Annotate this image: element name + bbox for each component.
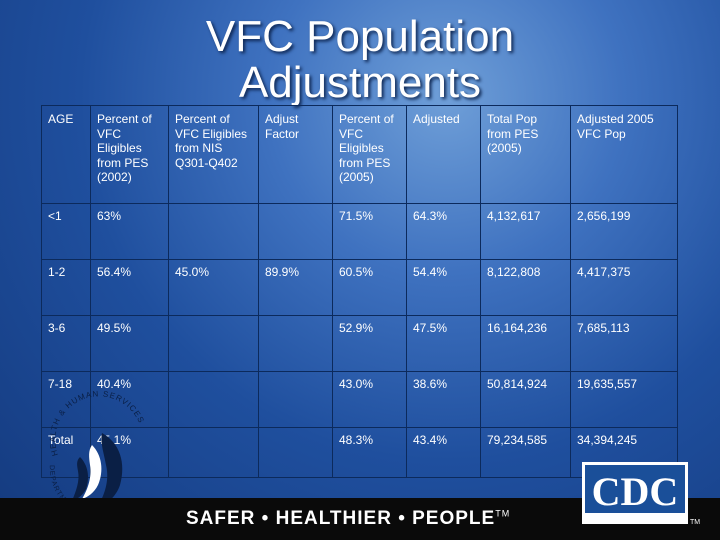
cell-adjusted-vfc-pop: 4,417,375 [570, 259, 678, 316]
seal-profile-shape [96, 433, 123, 509]
table-row: Total 45.1% 48.3% 43.4% 79,234,585 34,39… [41, 427, 678, 478]
cell-pes-2002: 63% [90, 203, 169, 260]
cell-age: 1-2 [41, 259, 91, 316]
header-pes-2005: Percent of VFC Eligibles from PES (2005) [332, 105, 407, 204]
hhs-eagle-seal-icon: HEALTH & HUMAN SERVICES DEPARTMENT OF [40, 385, 146, 515]
header-nis: Percent of VFC Eligibles from NIS Q301-Q… [168, 105, 259, 204]
cell-age: 7-18 [41, 371, 91, 428]
cell-nis: 45.0% [168, 259, 259, 316]
cell-age: 3-6 [41, 315, 91, 372]
cell-nis [168, 315, 259, 372]
cell-adjusted: 54.4% [406, 259, 481, 316]
cdc-trademark: TM [690, 519, 701, 526]
cell-total-pop: 4,132,617 [480, 203, 571, 260]
cdc-logo-icon: CDC [582, 462, 688, 524]
cell-adjusted-vfc-pop: 7,685,113 [570, 315, 678, 372]
footer-tagline: SAFER • HEALTHIER • PEOPLETM [186, 508, 510, 530]
hhs-seal-text: HEALTH & HUMAN SERVICES [48, 389, 146, 457]
cell-pes-2005: 43.0% [332, 371, 407, 428]
cell-total-pop: 8,122,808 [480, 259, 571, 316]
cell-adjusted: 38.6% [406, 371, 481, 428]
table-header-row: AGE Percent of VFC Eligibles from PES (2… [41, 105, 678, 204]
cell-pes-2002: 56.4% [90, 259, 169, 316]
header-adjust-factor: Adjust Factor [258, 105, 333, 204]
seal-inner-shape [72, 457, 88, 501]
cdc-logo-panel [585, 465, 685, 513]
seal-white-shape [82, 445, 102, 499]
cell-adjust-factor [258, 427, 333, 478]
cell-nis [168, 427, 259, 478]
cdc-logo-text: CDC [592, 469, 679, 514]
cell-adjusted-vfc-pop: 2,656,199 [570, 203, 678, 260]
cell-adjusted-vfc-pop: 19,635,557 [570, 371, 678, 428]
cell-nis [168, 371, 259, 428]
tagline-text: SAFER • HEALTHIER • PEOPLE [186, 508, 496, 529]
cell-adjust-factor [258, 315, 333, 372]
cell-total-pop: 79,234,585 [480, 427, 571, 478]
cell-pes-2005: 71.5% [332, 203, 407, 260]
cell-age: <1 [41, 203, 91, 260]
cell-adjusted: 43.4% [406, 427, 481, 478]
slide-title: VFC Population Adjustments [150, 14, 570, 106]
cell-adjust-factor [258, 203, 333, 260]
cell-total-pop: 16,164,236 [480, 315, 571, 372]
cell-nis [168, 203, 259, 260]
header-pes-2002: Percent of VFC Eligibles from PES (2002) [90, 105, 169, 204]
cell-total-pop: 50,814,924 [480, 371, 571, 428]
table-row: <1 63% 71.5% 64.3% 4,132,617 2,656,199 [41, 203, 678, 260]
tagline-trademark: TM [495, 508, 511, 519]
cell-pes-2005: 52.9% [332, 315, 407, 372]
table-row: 7-18 40.4% 43.0% 38.6% 50,814,924 19,635… [41, 371, 678, 428]
vfc-adjustment-table: AGE Percent of VFC Eligibles from PES (2… [41, 105, 678, 478]
cell-pes-2005: 60.5% [332, 259, 407, 316]
header-total-pop: Total Pop from PES (2005) [480, 105, 571, 204]
hhs-seal-text-path: HEALTH & HUMAN SERVICES [48, 389, 145, 457]
cell-adjust-factor: 89.9% [258, 259, 333, 316]
cell-adjusted: 64.3% [406, 203, 481, 260]
title-line-1: VFC Population [205, 12, 515, 61]
cell-adjust-factor [258, 371, 333, 428]
cell-adjusted: 47.5% [406, 315, 481, 372]
table-row: 1-2 56.4% 45.0% 89.9% 60.5% 54.4% 8,122,… [41, 259, 678, 316]
header-adjusted: Adjusted [406, 105, 481, 204]
header-age: AGE [41, 105, 91, 204]
cell-pes-2002: 49.5% [90, 315, 169, 372]
title-line-2: Adjustments [238, 58, 482, 107]
header-adjusted-vfc-pop: Adjusted 2005 VFC Pop [570, 105, 678, 204]
cell-pes-2005: 48.3% [332, 427, 407, 478]
table-row: 3-6 49.5% 52.9% 47.5% 16,164,236 7,685,1… [41, 315, 678, 372]
